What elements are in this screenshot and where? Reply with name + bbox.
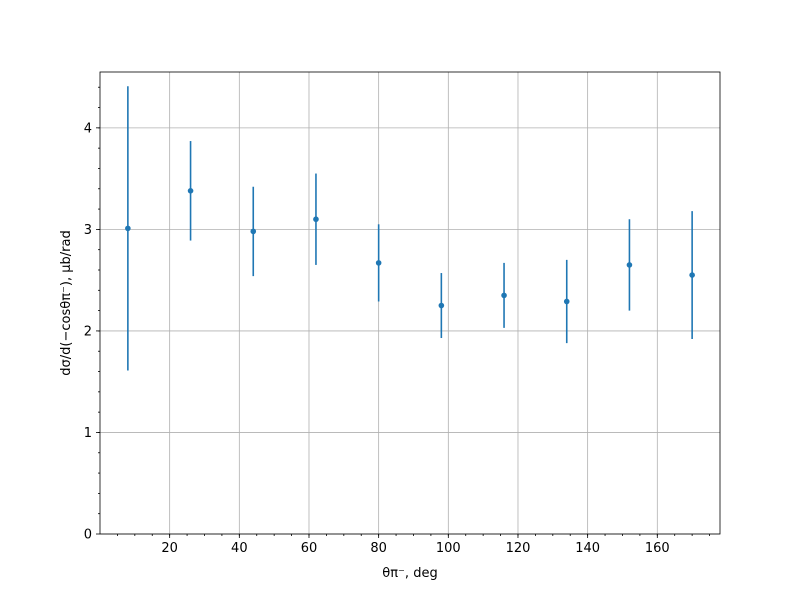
data-point bbox=[375, 260, 382, 266]
x-tick-label: 60 bbox=[301, 541, 318, 556]
major-ticks bbox=[96, 127, 658, 538]
x-tick-label: 80 bbox=[370, 541, 387, 556]
data-point bbox=[438, 302, 445, 309]
y-tick-label: 2 bbox=[84, 324, 92, 339]
x-tick-label: 20 bbox=[161, 541, 178, 556]
x-axis-label: θπ⁻, deg bbox=[382, 566, 437, 581]
data-point bbox=[250, 228, 257, 235]
data-point bbox=[313, 216, 319, 223]
data-point bbox=[501, 292, 507, 299]
data-point bbox=[187, 188, 194, 194]
data-point bbox=[626, 262, 633, 268]
plot-frame bbox=[99, 71, 721, 535]
data-point bbox=[125, 225, 131, 232]
data-point bbox=[563, 298, 570, 305]
y-tick-label: 0 bbox=[84, 528, 92, 543]
data-layer bbox=[125, 86, 695, 371]
y-tick-label: 3 bbox=[84, 223, 92, 238]
x-tick-label: 140 bbox=[575, 541, 600, 556]
y-axis-label: dσ/d(−cosθπ⁻), μb/rad bbox=[59, 230, 74, 375]
x-tick-label: 40 bbox=[231, 541, 248, 556]
x-tick-label: 120 bbox=[506, 541, 531, 556]
grid bbox=[100, 72, 720, 535]
y-tick-label: 4 bbox=[84, 121, 92, 136]
x-tick-label: 160 bbox=[645, 541, 670, 556]
y-tick-label: 1 bbox=[84, 426, 92, 441]
x-tick-label: 100 bbox=[436, 541, 461, 556]
minor-ticks bbox=[98, 86, 710, 536]
data-point bbox=[689, 272, 695, 278]
